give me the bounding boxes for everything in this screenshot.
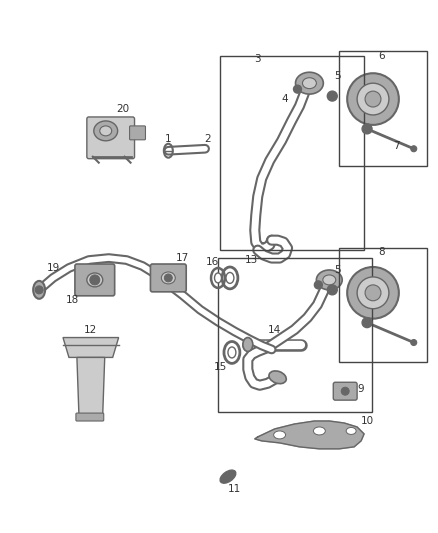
Ellipse shape [303, 78, 316, 88]
Ellipse shape [226, 272, 234, 284]
Text: 16: 16 [205, 257, 219, 267]
Circle shape [362, 124, 372, 134]
Text: 19: 19 [46, 263, 60, 273]
Ellipse shape [316, 270, 342, 290]
FancyBboxPatch shape [150, 264, 186, 292]
Circle shape [357, 277, 389, 309]
Bar [339, 248, 427, 362]
Bar [339, 51, 427, 166]
Ellipse shape [314, 427, 325, 435]
Text: 8: 8 [378, 247, 385, 257]
Text: 1: 1 [165, 134, 172, 144]
Ellipse shape [269, 371, 286, 384]
Ellipse shape [274, 431, 286, 439]
FancyBboxPatch shape [87, 117, 134, 159]
Ellipse shape [33, 281, 45, 299]
Text: 7: 7 [394, 141, 400, 151]
FancyBboxPatch shape [76, 413, 104, 421]
Circle shape [347, 267, 399, 319]
Ellipse shape [94, 121, 118, 141]
Circle shape [35, 286, 43, 294]
Text: 2: 2 [204, 134, 210, 144]
Text: 14: 14 [268, 325, 281, 335]
Circle shape [347, 73, 399, 125]
Ellipse shape [228, 347, 236, 358]
Circle shape [362, 318, 372, 328]
Ellipse shape [346, 427, 356, 434]
Text: 15: 15 [213, 362, 226, 373]
Text: 13: 13 [245, 255, 258, 265]
Bar [220, 56, 364, 250]
Ellipse shape [100, 126, 112, 136]
Text: 6: 6 [378, 51, 385, 61]
Text: 5: 5 [334, 265, 341, 275]
Polygon shape [63, 337, 119, 358]
Circle shape [90, 275, 100, 285]
Text: 11: 11 [228, 483, 241, 494]
Ellipse shape [215, 273, 222, 283]
Text: 4: 4 [281, 94, 288, 104]
Circle shape [293, 85, 301, 93]
Text: 20: 20 [116, 104, 129, 114]
Circle shape [357, 83, 389, 115]
Circle shape [327, 285, 337, 295]
Bar [218, 258, 372, 412]
Text: 12: 12 [84, 325, 97, 335]
Circle shape [411, 340, 417, 345]
Text: 17: 17 [176, 253, 189, 263]
Circle shape [365, 285, 381, 301]
Circle shape [314, 281, 322, 289]
Ellipse shape [161, 272, 175, 284]
Text: 9: 9 [358, 384, 364, 394]
Circle shape [341, 387, 349, 395]
Ellipse shape [296, 72, 323, 94]
FancyBboxPatch shape [75, 264, 115, 296]
Ellipse shape [87, 273, 103, 287]
Text: 18: 18 [66, 295, 80, 305]
Circle shape [164, 274, 172, 282]
Polygon shape [255, 421, 364, 449]
FancyBboxPatch shape [130, 126, 145, 140]
Text: 10: 10 [360, 416, 374, 426]
Ellipse shape [220, 470, 236, 483]
Text: 3: 3 [254, 54, 261, 64]
Ellipse shape [243, 337, 253, 351]
Ellipse shape [323, 275, 336, 285]
Text: 5: 5 [334, 71, 341, 81]
Circle shape [327, 91, 337, 101]
FancyBboxPatch shape [333, 382, 357, 400]
Circle shape [365, 91, 381, 107]
Polygon shape [77, 358, 105, 414]
Circle shape [411, 146, 417, 152]
